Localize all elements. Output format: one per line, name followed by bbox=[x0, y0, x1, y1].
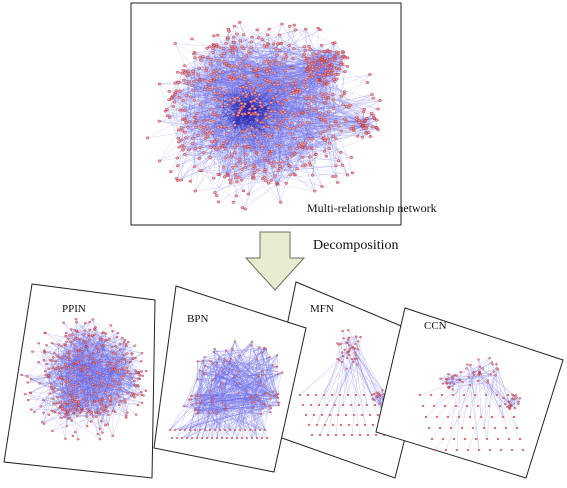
ppin-label: PPIN bbox=[62, 303, 86, 315]
ccn-panel: CCN bbox=[375, 307, 564, 479]
bpn-label: BPN bbox=[187, 313, 208, 325]
ccn-label: CCN bbox=[424, 320, 447, 332]
ppin-graph bbox=[20, 318, 148, 441]
mfn-label: MFN bbox=[310, 303, 334, 315]
main-network-graph bbox=[145, 21, 383, 211]
decomposition-label: Decomposition bbox=[313, 238, 399, 253]
ppin-panel: PPIN bbox=[3, 283, 156, 479]
network-nodes bbox=[20, 318, 148, 441]
network-nodes bbox=[168, 340, 284, 439]
network-edges bbox=[419, 357, 521, 451]
ccn-graph bbox=[418, 357, 525, 452]
bpn-graph bbox=[168, 340, 284, 439]
network-edges bbox=[169, 341, 283, 439]
main-network-caption: Multi-relationship network bbox=[307, 201, 437, 215]
down-arrow-icon bbox=[244, 231, 306, 291]
network-nodes bbox=[418, 357, 525, 452]
main-network-panel bbox=[130, 2, 402, 226]
bpn-panel: BPN bbox=[153, 285, 307, 473]
network-nodes bbox=[145, 21, 383, 211]
